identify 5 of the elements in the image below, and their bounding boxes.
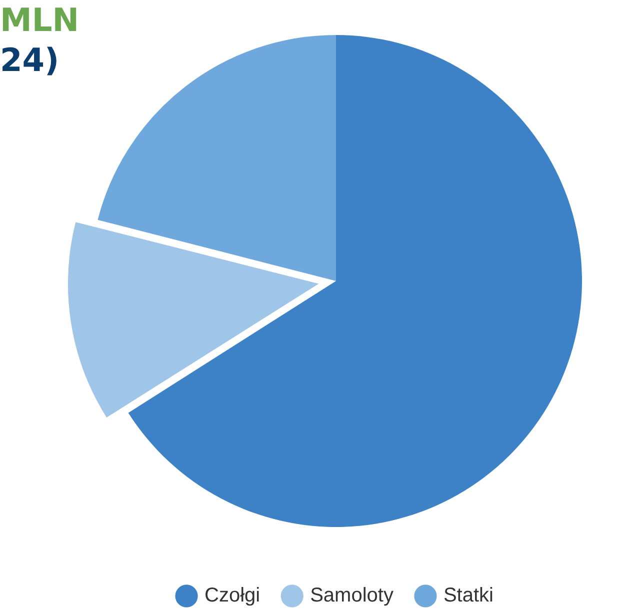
legend-label: Statki (443, 584, 494, 607)
chart-title: MLN (0, 0, 80, 40)
chart-subtitle: 24) (0, 40, 60, 80)
legend-label: Samoloty (310, 584, 394, 607)
legend-label: Czołgi (204, 584, 260, 607)
